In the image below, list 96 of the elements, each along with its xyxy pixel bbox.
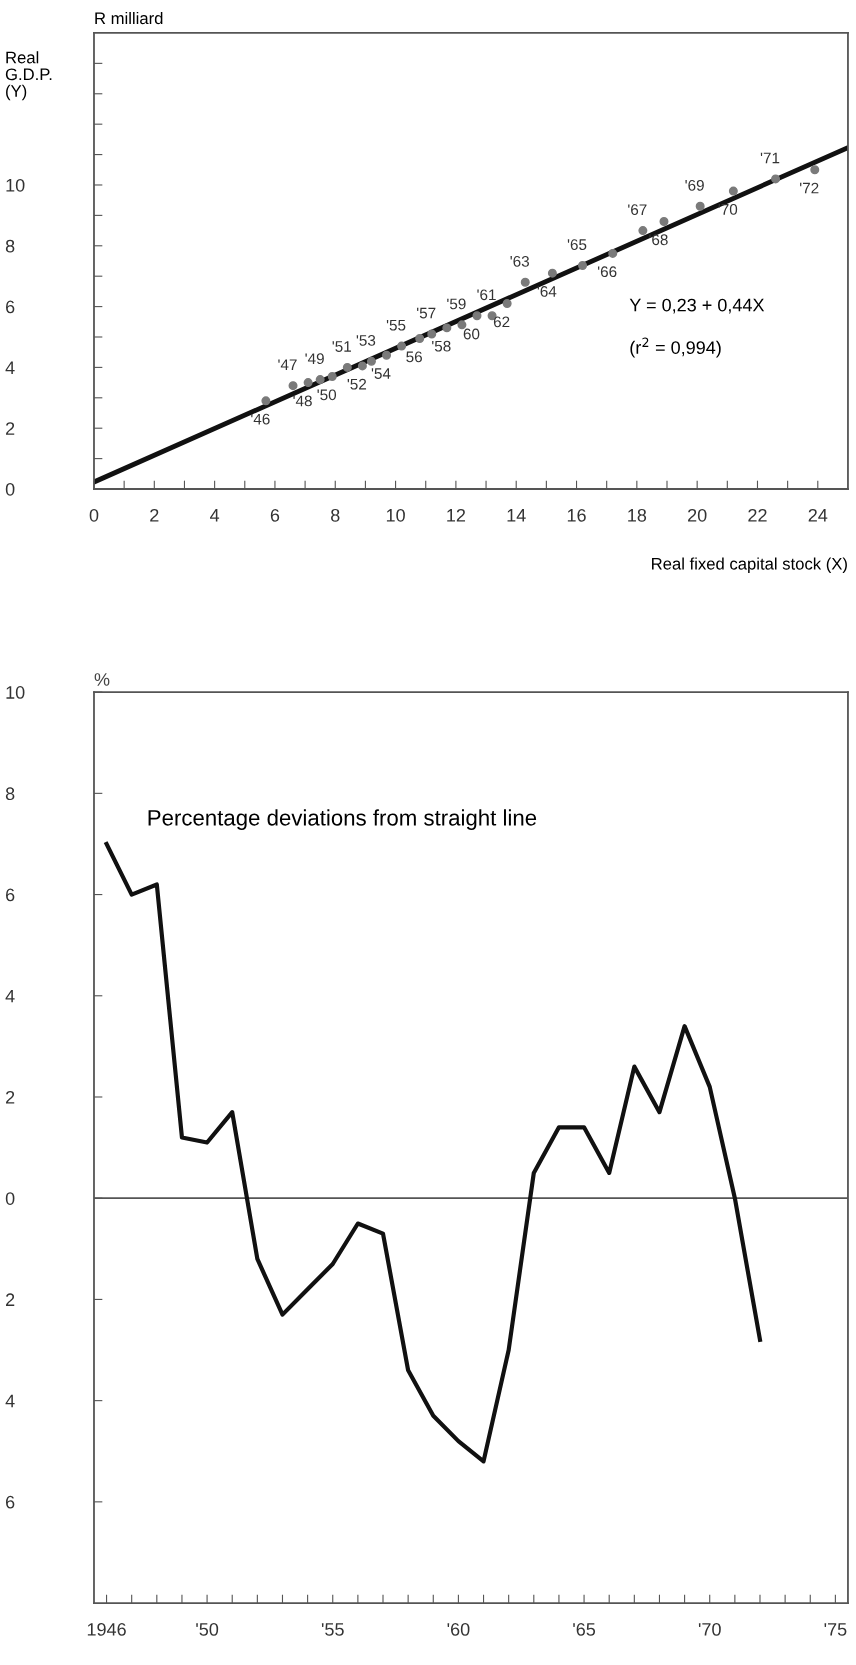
point — [342, 362, 352, 372]
x-tick-label: '70 — [698, 1622, 721, 1636]
x-tick-label: 1946 — [87, 1622, 126, 1636]
annotation: '61 — [477, 289, 496, 301]
annotation: Y = 0,23 + 0,44X — [629, 298, 765, 314]
annotation: '49 — [305, 353, 324, 365]
x-axis-title: Real fixed capital stock (X) — [652, 557, 847, 573]
x-tick-label: 16 — [567, 508, 586, 522]
x-tick-label: 24 — [808, 508, 828, 522]
y-tick-label: 4 — [5, 361, 15, 374]
x-tick-label: 22 — [748, 508, 767, 522]
y-tick-label: 2 — [6, 1293, 15, 1306]
annotation: '58 — [432, 340, 451, 352]
x-tick-label: 0 — [89, 508, 99, 522]
x-tick-label: 6 — [270, 508, 280, 522]
x-tick-label: 4 — [210, 509, 220, 522]
annotation: '68 — [649, 234, 668, 246]
point — [578, 261, 588, 271]
annotation: '66 — [597, 266, 617, 278]
annotation: '71 — [760, 152, 780, 164]
y-tick-label: 6 — [6, 888, 15, 902]
x-tick-label: 8 — [331, 508, 340, 522]
annotation: '54 — [371, 368, 391, 379]
point — [397, 341, 407, 351]
y-tick-label: 6 — [6, 1495, 15, 1509]
point — [327, 372, 337, 382]
annotation: '72 — [800, 182, 819, 194]
y-tick-label: 4 — [5, 989, 15, 1003]
annotation: '65 — [567, 239, 587, 251]
annotation: '63 — [510, 255, 529, 267]
point — [547, 268, 557, 278]
x-tick-label: 2 — [150, 508, 159, 522]
y-tick-label: 4 — [5, 1394, 15, 1408]
y-tick-label: 2 — [6, 1090, 15, 1104]
annotation: 62 — [493, 316, 510, 328]
annotation: (r$^{2}$ = 0,994) — [630, 337, 721, 358]
x-tick-label: '55 — [321, 1623, 344, 1636]
x-tick-label: '65 — [573, 1622, 596, 1636]
x-tick-label: 18 — [628, 508, 647, 522]
annotation: '46 — [251, 413, 270, 425]
line-series — [104, 841, 763, 1464]
point — [810, 165, 820, 175]
annotation: '48 — [293, 395, 312, 407]
point — [771, 174, 781, 184]
annotation: '57 — [417, 307, 436, 319]
annotation: '69 — [685, 179, 704, 191]
annotation: '67 — [628, 204, 647, 216]
point — [357, 361, 367, 371]
text: R milliard — [95, 11, 163, 25]
y-tick-label: 10 — [6, 178, 25, 192]
point — [457, 320, 467, 330]
point — [303, 378, 313, 388]
annotation: 56 — [406, 351, 422, 363]
point — [261, 396, 271, 406]
annotation: 60 — [463, 328, 480, 340]
y-tick-label: 8 — [5, 787, 15, 801]
y-tick-label: 2 — [6, 422, 15, 435]
point — [472, 311, 482, 321]
x-tick-label: '75 — [824, 1623, 847, 1636]
point — [382, 350, 392, 360]
point — [695, 201, 705, 211]
point — [288, 381, 298, 391]
point — [502, 299, 512, 309]
point — [427, 329, 437, 339]
annotation: '70 — [718, 203, 738, 215]
point — [638, 226, 648, 236]
point — [520, 277, 530, 287]
y-tick-label: 10 — [6, 686, 25, 699]
point — [366, 356, 376, 366]
y-tick-label: 0 — [5, 1192, 15, 1205]
x-tick-label: 20 — [688, 508, 707, 522]
x-tick-label: 10 — [386, 508, 405, 522]
annotation: '53 — [356, 334, 376, 346]
annotation: '59 — [447, 298, 466, 310]
point — [415, 334, 425, 344]
annotation: '64 — [537, 286, 557, 297]
point — [659, 216, 669, 226]
annotation: '47 — [278, 359, 297, 370]
point — [728, 186, 738, 196]
y-tick-label: 8 — [5, 239, 15, 253]
point — [315, 375, 325, 385]
y-tick-label: 0 — [5, 482, 15, 496]
annotation: '55 — [386, 319, 406, 331]
x-tick-label: 12 — [447, 508, 466, 522]
x-tick-label: '50 — [196, 1622, 219, 1636]
y-tick-label: 6 — [6, 300, 15, 314]
annotation: '51 — [332, 341, 351, 352]
x-tick-label: 14 — [507, 509, 526, 522]
y-axis-title: % — [94, 673, 110, 686]
x-tick-label: '60 — [447, 1622, 470, 1636]
y-axis-title: Real G.D.P. (Y) — [5, 51, 52, 101]
point — [608, 248, 618, 258]
point — [442, 323, 452, 333]
text: Percentage deviations from straight line — [148, 809, 537, 831]
annotation: '52 — [347, 378, 367, 390]
annotation: '50 — [317, 389, 337, 401]
